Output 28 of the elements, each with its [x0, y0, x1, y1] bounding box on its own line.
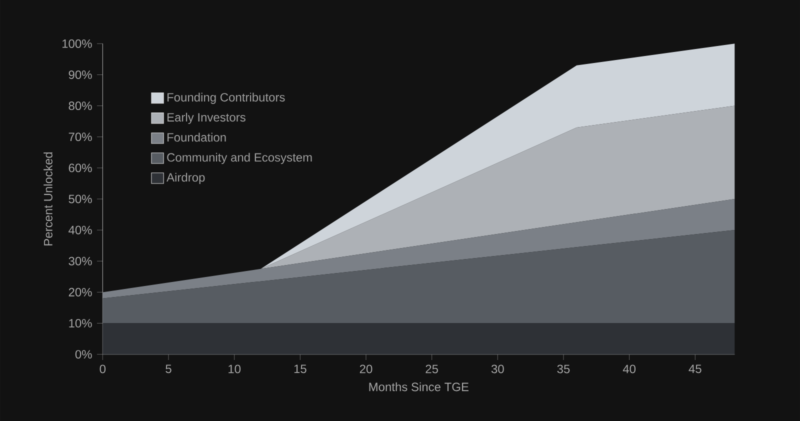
x-tick-label: 20	[360, 364, 372, 374]
legend-label: Foundation	[168, 132, 226, 142]
legend-label: Airdrop	[166, 172, 205, 184]
legend-label: Early Investors	[168, 112, 246, 124]
y-tick-label: 60%	[68, 164, 92, 172]
y-tick-label: 10%	[69, 319, 92, 328]
x-tick-label: 45	[688, 364, 702, 374]
y-tick-label: 80%	[68, 102, 92, 110]
y-tick-label: 100%	[62, 39, 92, 48]
y-tick-label: 50%	[68, 194, 92, 204]
y-tick-label: 30%	[68, 256, 92, 266]
x-tick-label: 35	[557, 364, 570, 374]
y-tick-label: 20%	[68, 288, 92, 296]
x-tick-label: 5	[166, 364, 172, 374]
x-tick-label: 40	[622, 364, 636, 374]
x-tick-label: 30	[491, 364, 504, 374]
y-tick-label: 70%	[68, 132, 92, 142]
y-tick-label: 90%	[68, 70, 92, 79]
x-tick-label: 25	[426, 364, 438, 374]
x-tick-label: 15	[294, 364, 306, 374]
x-axis-title: Months Since TGE	[369, 382, 468, 392]
legend-label: Founding Contributors	[168, 92, 285, 104]
y-tick-label: 40%	[68, 226, 92, 234]
y-tick-label: 0%	[75, 350, 92, 359]
x-tick-label: 10	[228, 364, 241, 374]
legend-label: Community and Ecosystem	[167, 152, 312, 164]
x-tick-label: 0	[100, 364, 106, 374]
y-axis-title: Percent Unlocked	[44, 152, 52, 246]
